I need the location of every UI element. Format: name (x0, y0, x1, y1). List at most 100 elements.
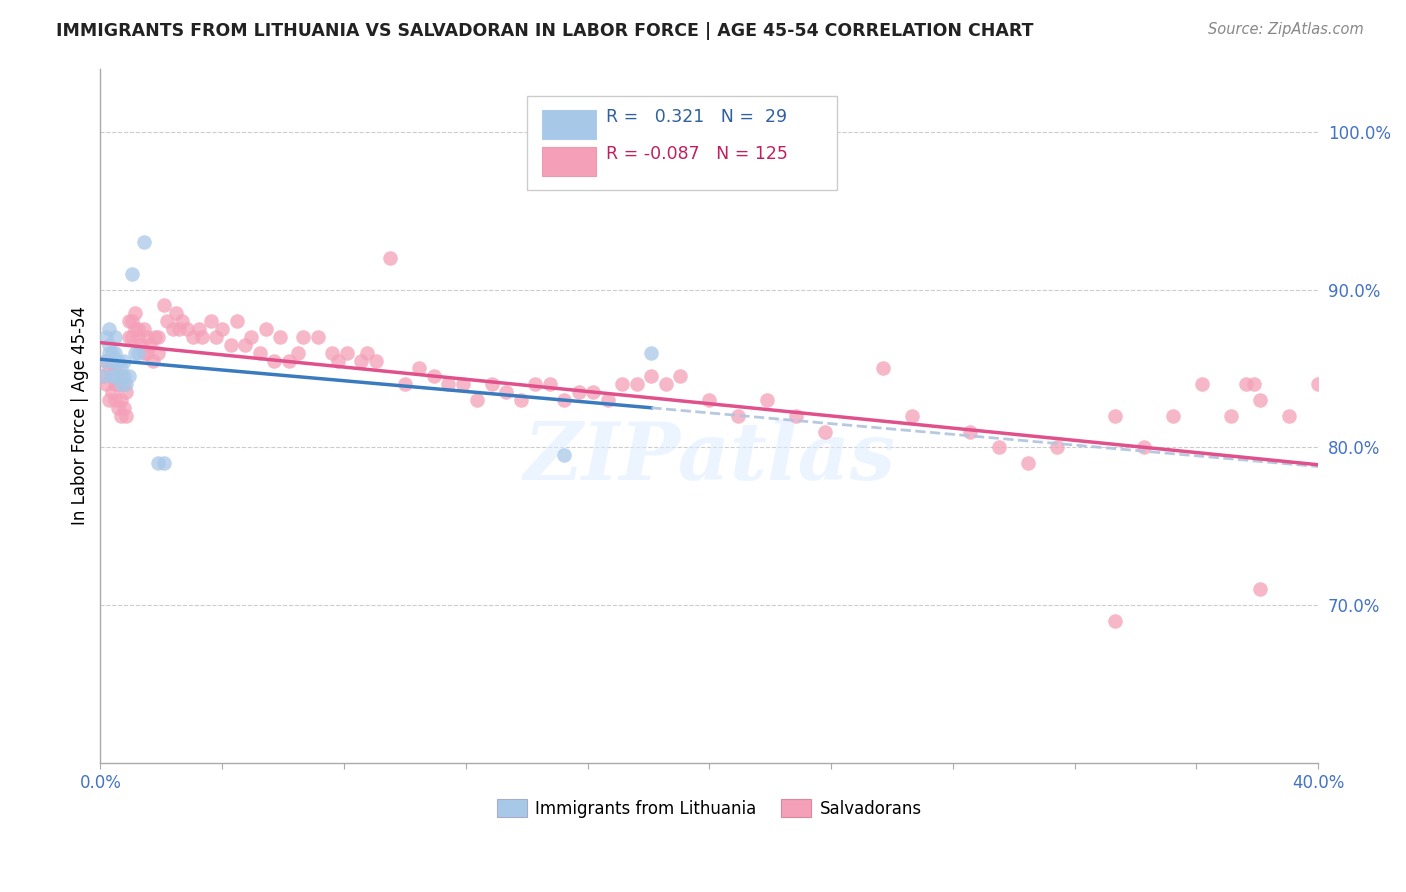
Point (205, 330, 228, 344)
FancyBboxPatch shape (543, 147, 596, 177)
Point (191, 330, 214, 344)
Point (121, 330, 143, 344)
Point (165, 306, 187, 320)
Point (356, 345, 378, 359)
Point (350, 353, 373, 368)
Point (104, 392, 127, 407)
Y-axis label: In Labor Force | Age 45-54: In Labor Force | Age 45-54 (72, 306, 89, 525)
Text: R = -0.087   N = 125: R = -0.087 N = 125 (606, 145, 787, 163)
Point (380, 251, 402, 265)
Point (170, 314, 193, 328)
Point (153, 456, 176, 470)
Point (219, 338, 242, 352)
Point (138, 338, 160, 352)
Point (127, 345, 149, 359)
Point (901, 409, 924, 423)
Point (277, 353, 299, 368)
Point (107, 401, 129, 415)
Point (101, 345, 124, 359)
Point (101, 369, 124, 384)
Point (640, 345, 662, 359)
Point (132, 345, 155, 359)
Point (785, 409, 807, 423)
Point (104, 377, 127, 392)
Point (1234, 377, 1257, 392)
Point (115, 409, 138, 423)
Point (187, 322, 209, 336)
Point (959, 425, 981, 439)
Point (148, 456, 170, 470)
Point (568, 385, 591, 400)
Legend: Immigrants from Lithuania, Salvadorans: Immigrants from Lithuania, Salvadorans (491, 793, 928, 824)
Point (640, 369, 662, 384)
Point (1278, 409, 1301, 423)
Point (233, 338, 256, 352)
Point (112, 369, 135, 384)
Point (727, 409, 749, 423)
Point (211, 322, 233, 336)
Point (94, 353, 117, 368)
Point (988, 441, 1011, 455)
Point (104, 345, 127, 359)
Point (1017, 456, 1039, 470)
Point (110, 392, 132, 407)
Point (112, 353, 135, 368)
Point (132, 235, 155, 249)
Point (98, 338, 121, 352)
Point (127, 322, 149, 336)
Point (124, 345, 146, 359)
Point (153, 298, 176, 312)
Point (1308, 377, 1330, 392)
Point (538, 377, 561, 392)
Point (115, 385, 138, 400)
Point (249, 345, 271, 359)
Point (141, 353, 163, 368)
Point (307, 330, 329, 344)
Point (1249, 582, 1271, 597)
Point (1393, 314, 1406, 328)
Text: ZIPatlas: ZIPatlas (523, 418, 896, 496)
Point (495, 385, 517, 400)
Point (148, 345, 170, 359)
Point (110, 361, 132, 376)
Point (408, 361, 430, 376)
Point (1133, 441, 1156, 455)
Text: IMMIGRANTS FROM LITHUANIA VS SALVADORAN IN LABOR FORCE | AGE 45-54 CORRELATION C: IMMIGRANTS FROM LITHUANIA VS SALVADORAN … (56, 22, 1033, 40)
Point (181, 330, 204, 344)
Point (121, 314, 143, 328)
Point (394, 377, 416, 392)
Point (135, 345, 157, 359)
Point (104, 330, 127, 344)
Point (336, 345, 359, 359)
Point (145, 330, 167, 344)
Point (94, 353, 117, 368)
Point (697, 392, 720, 407)
Point (1191, 377, 1213, 392)
Point (121, 267, 143, 281)
Point (321, 345, 343, 359)
Point (135, 330, 157, 344)
Point (1161, 409, 1184, 423)
Point (104, 369, 127, 384)
Point (200, 314, 222, 328)
Point (437, 377, 460, 392)
Point (110, 369, 132, 384)
Point (98, 392, 121, 407)
Point (124, 322, 146, 336)
Point (101, 369, 124, 384)
Point (292, 330, 315, 344)
Point (167, 322, 190, 336)
FancyBboxPatch shape (543, 111, 596, 139)
Point (156, 314, 179, 328)
Point (1249, 392, 1271, 407)
Point (129, 338, 152, 352)
Point (107, 377, 129, 392)
Point (451, 377, 474, 392)
Point (582, 385, 605, 400)
Point (509, 392, 531, 407)
Text: Source: ZipAtlas.com: Source: ZipAtlas.com (1208, 22, 1364, 37)
Point (553, 448, 575, 462)
Point (118, 314, 141, 328)
Point (118, 369, 141, 384)
Point (626, 377, 648, 392)
